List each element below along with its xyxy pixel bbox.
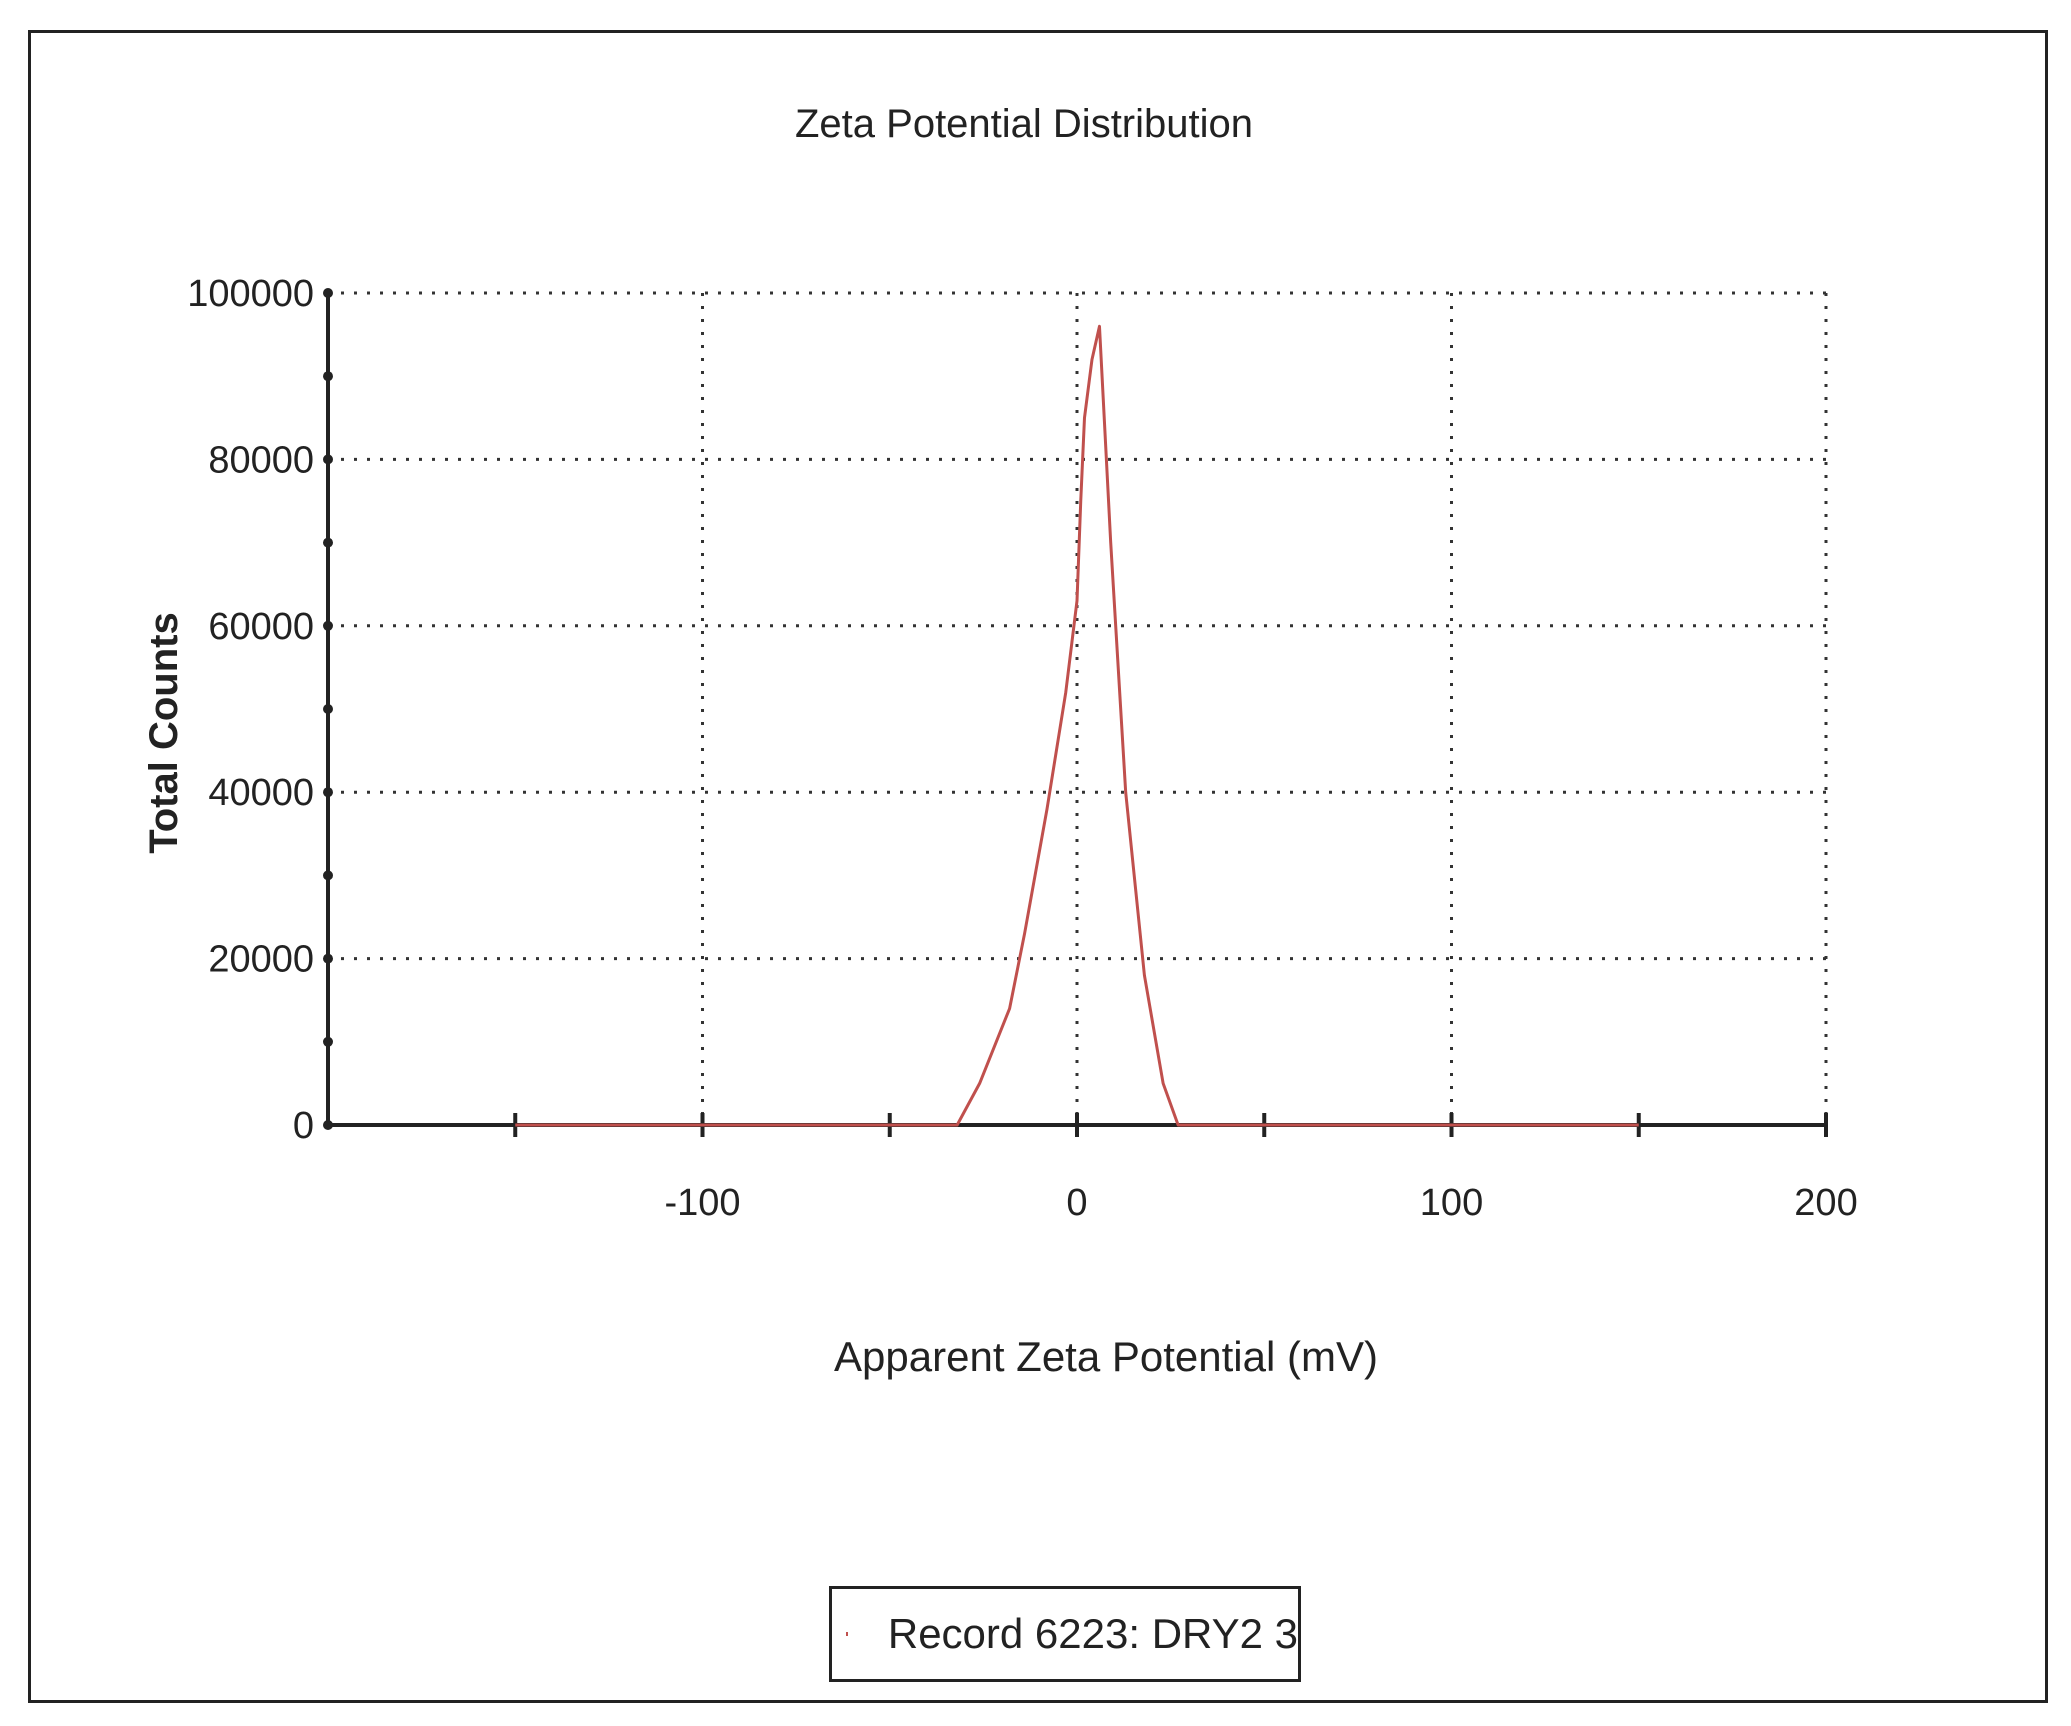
y-tick-mark [323,787,333,798]
y-tick-mark [323,537,333,548]
y-tick-mark [323,704,333,714]
axes [323,288,1828,1137]
y-tick-mark [323,620,333,631]
x-tick-label: 0 [1066,1182,1087,1224]
x-tick-label: 100 [1420,1182,1483,1224]
y-tick-mark [323,1120,333,1130]
y-tick-label: 80000 [208,439,314,481]
x-axis-label: Apparent Zeta Potential (mV) [834,1333,1378,1380]
x-tick-label: -100 [664,1182,740,1224]
chart-title: Zeta Potential Distribution [795,102,1253,146]
y-tick-mark [323,870,333,881]
y-tick-mark [323,288,333,298]
chart-frame: Zeta Potential Distribution 0 20000 40000 6… [28,30,2048,1703]
y-tick-label: 100000 [187,273,314,315]
grid-lines [328,291,1828,1125]
y-tick-label: 60000 [208,606,314,648]
zeta-chart: Zeta Potential Distribution 0 20000 40000 6… [142,102,1858,1380]
x-tick-labels: -100 0 100 200 [664,1182,1857,1224]
y-tick-mark [323,371,333,382]
y-tick-mark [323,953,333,964]
series-layer [515,324,1639,1127]
series-line [515,324,1639,1127]
y-tick-label: 40000 [208,772,314,814]
x-tick-label: 200 [1794,1182,1857,1224]
y-tick-label: 20000 [208,939,314,981]
y-tick-label: 0 [293,1105,314,1147]
legend: Record 6223: DRY2 3 [829,1586,1301,1682]
legend-label: Record 6223: DRY2 3 [887,1610,1298,1657]
y-tick-labels: 0 20000 40000 60000 80000 100000 [187,273,314,1147]
y-tick-mark [323,1036,333,1047]
legend-swatch [846,1632,848,1636]
y-axis-label: Total Counts [142,612,186,853]
y-tick-mark [323,454,333,465]
